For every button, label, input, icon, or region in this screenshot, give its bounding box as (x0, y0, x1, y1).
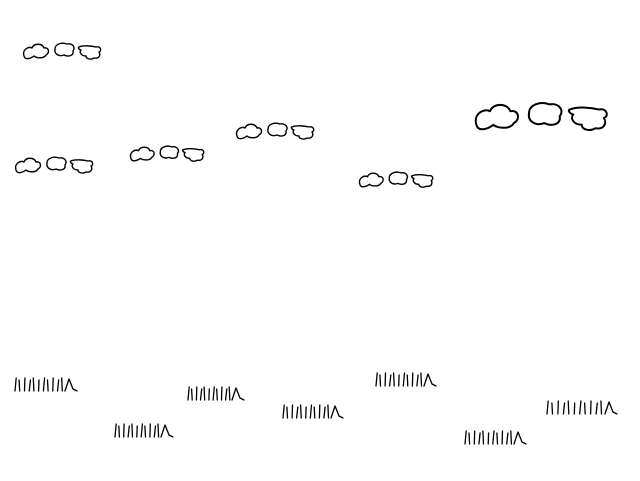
grass-tuft-6 (464, 430, 527, 445)
grass-tuft-7 (546, 400, 618, 415)
grass-tuft-1 (14, 377, 78, 392)
cloud-puff (54, 42, 75, 57)
cloud-puff (527, 102, 563, 126)
cloud-puff (181, 147, 205, 162)
cloud-group-3 (129, 145, 205, 162)
grass-tuft-3 (187, 386, 245, 401)
cloud-puff (410, 173, 434, 188)
grass-blades (14, 377, 78, 392)
cloud-group-6 (474, 102, 608, 131)
cloud-puff (69, 159, 94, 174)
grass-blades (187, 386, 245, 401)
clouds-layer (14, 42, 608, 188)
cloud-puff (77, 45, 102, 60)
grass-tuft-4 (282, 404, 344, 419)
grass-blades (375, 372, 437, 387)
cloud-group-2 (14, 156, 94, 174)
cloud-group-4 (235, 122, 315, 140)
cloud-group-1 (22, 42, 102, 60)
cloud-puff (46, 156, 67, 171)
cloud-puff (290, 125, 315, 140)
cloud-puff (129, 146, 155, 162)
cloud-puff (388, 171, 409, 185)
cloud-puff (159, 145, 180, 159)
grass-blades (282, 404, 344, 419)
grass-tuft-5 (375, 372, 437, 387)
cloud-puff (22, 43, 50, 60)
grass-blades (464, 430, 527, 445)
cloud-puff (14, 157, 42, 174)
cloud-group-5 (358, 171, 434, 188)
grass-layer (14, 372, 618, 445)
cloud-puff (567, 106, 608, 131)
grass-tuft-2 (114, 423, 174, 438)
cloud-puff (235, 123, 263, 140)
grass-blades (546, 400, 618, 415)
cloud-puff (474, 103, 519, 131)
cloud-puff (267, 122, 288, 137)
cloud-puff (358, 172, 384, 188)
grass-blades (114, 423, 174, 438)
